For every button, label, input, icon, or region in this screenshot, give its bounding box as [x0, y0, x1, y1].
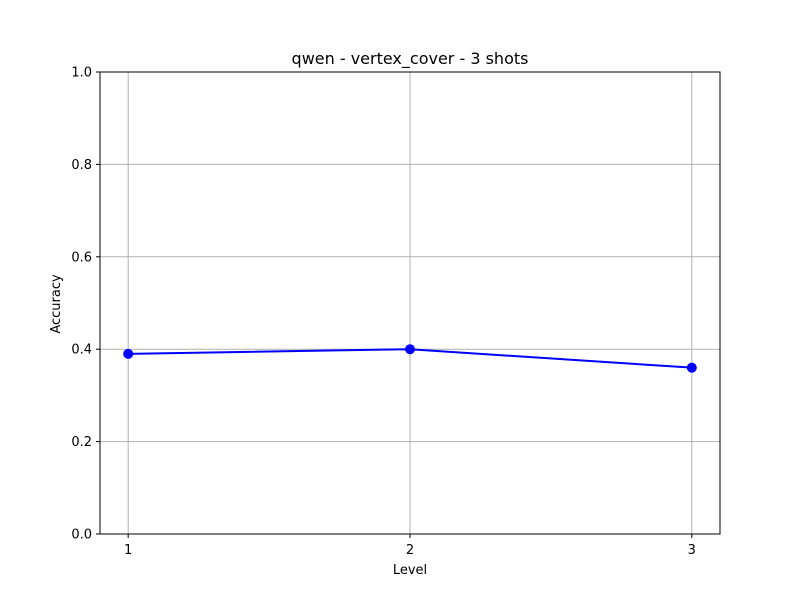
x-axis-ticks: 1 2 3 — [124, 534, 696, 558]
y-tick-label: 0.4 — [71, 343, 92, 358]
y-tick-label: 0.6 — [71, 250, 92, 265]
data-point — [686, 362, 697, 373]
y-axis-label: Accuracy — [49, 274, 64, 334]
x-tick-label: 2 — [406, 543, 414, 558]
y-tick-label: 0.2 — [71, 435, 92, 450]
chart-title: qwen - vertex_cover - 3 shots — [292, 49, 529, 69]
x-axis-label: Level — [393, 563, 427, 578]
data-point — [123, 348, 134, 359]
data-point — [405, 344, 415, 355]
grid — [100, 71, 720, 535]
y-tick-label: 1.0 — [71, 66, 92, 81]
x-tick-label: 3 — [688, 543, 696, 558]
y-tick-label: 0.0 — [71, 528, 92, 543]
y-axis-ticks: 0.0 0.2 0.4 0.6 0.8 1.0 — [71, 66, 100, 543]
y-tick-label: 0.8 — [71, 158, 92, 173]
series-layer — [123, 344, 697, 373]
x-tick-label: 1 — [124, 543, 132, 558]
